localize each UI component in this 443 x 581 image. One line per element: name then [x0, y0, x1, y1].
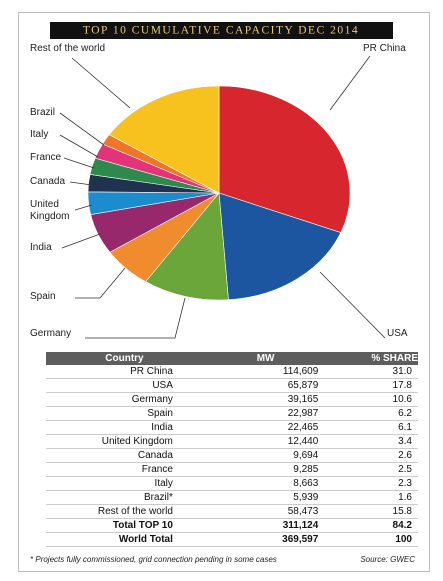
table-cell: 6.1: [318, 420, 418, 435]
table-cell: Spain: [46, 406, 173, 421]
table-row: United Kingdom 12,440 3.4: [46, 434, 418, 449]
header-row: Country MW% SHARE: [46, 352, 418, 365]
source: Source: GWEC: [360, 555, 415, 564]
table-cell: 65,879: [172, 378, 319, 393]
table-cell: 3.4: [318, 434, 418, 449]
table-cell: 9,694: [172, 448, 319, 463]
table-cell: 2.6: [318, 448, 418, 463]
table-cell: World Total: [46, 532, 173, 547]
leader-line: [85, 297, 186, 339]
table-cell: USA: [46, 378, 173, 393]
table-cell: 15.8: [318, 504, 418, 519]
slice-label: Italy: [30, 129, 49, 140]
table-row: Total TOP 10 311,124 84.2: [46, 518, 418, 533]
leader-line: [59, 112, 105, 146]
table-cell: 100: [318, 532, 418, 547]
table-cell: 31.0: [318, 365, 418, 379]
table-cell: 10.6: [318, 392, 418, 407]
slice-label: Rest of the world: [30, 43, 106, 54]
table-row: PR China 114,609 31.0: [46, 365, 418, 379]
table-cell: 8,663: [172, 476, 319, 491]
slice-label: France: [30, 152, 62, 163]
table-cell: 5,939: [172, 490, 319, 505]
table-cell: 9,285: [172, 462, 319, 477]
slice-label: Germany: [30, 328, 72, 339]
table-cell: Germany: [46, 392, 173, 407]
pie-slice: [218, 85, 351, 233]
footnote: * Projects fully commissioned, grid conn…: [30, 555, 277, 564]
table-cell: 1.6: [318, 490, 418, 505]
leader-line: [75, 267, 126, 299]
table-cell: United Kingdom: [46, 434, 173, 449]
slice-label: India: [30, 242, 52, 253]
frame: [18, 12, 430, 572]
slice-label: USA: [387, 328, 408, 339]
table-cell: 84.2: [318, 518, 418, 533]
slice-label: Brazil: [30, 107, 56, 118]
table-cell: 39,165: [172, 392, 319, 407]
leader-line: [69, 181, 93, 186]
table-cell: 12,440: [172, 434, 319, 449]
slice-label: Spain: [30, 291, 56, 302]
table-row: Canada 9,694 2.6: [46, 448, 418, 463]
table-cell: 2.3: [318, 476, 418, 491]
table-cell: Brazil*: [46, 490, 173, 505]
leader-line: [74, 204, 93, 211]
table-cell: 369,597: [172, 532, 319, 547]
header-cell: MW: [172, 352, 319, 365]
table-row: Rest of the world 58,473 15.8: [46, 504, 418, 519]
table-row: Brazil* 5,939 1.6: [46, 490, 418, 505]
leader-line: [319, 271, 386, 339]
leader-line: [329, 55, 371, 111]
pie-slice: [108, 85, 220, 194]
title-bar: [50, 22, 393, 39]
table-cell: Canada: [46, 448, 173, 463]
table-cell: 58,473: [172, 504, 319, 519]
slice-label: PR China: [363, 43, 406, 54]
table-row: Italy 8,663 2.3: [46, 476, 418, 491]
chart: TOP 10 CUMULATIVE CAPACITY DEC 2014: [50, 22, 393, 339]
leader-line: [63, 157, 95, 169]
leader-line: [61, 233, 101, 249]
table-cell: 17.8: [318, 378, 418, 393]
data-table: Country MW% SHARE PR China 114,609 31.0 USA 65…: [46, 352, 418, 547]
table-cell: 6.2: [318, 406, 418, 421]
slice-label: United Kingdom: [30, 199, 70, 222]
table-row: USA 65,879 17.8: [46, 378, 418, 393]
header-cell: Country: [46, 352, 173, 365]
table-cell: 114,609: [172, 365, 319, 379]
table-cell: Rest of the world: [46, 504, 173, 519]
table-cell: PR China: [46, 365, 173, 379]
table-row: India 22,465 6.1: [46, 420, 418, 435]
pie-slice: [145, 192, 229, 301]
table-cell: 22,465: [172, 420, 319, 435]
table-cell: 2.5: [318, 462, 418, 477]
table-row: Germany 39,165 10.6: [46, 392, 418, 407]
table-cell: 22,987: [172, 406, 319, 421]
table-cell: India: [46, 420, 173, 435]
header-cell: % SHARE: [318, 352, 418, 365]
table-cell: 311,124: [172, 518, 319, 533]
chart-title: TOP 10 CUMULATIVE CAPACITY DEC 2014: [83, 25, 359, 37]
leader-line: [71, 57, 131, 109]
table-row: World Total 369,597 100: [46, 532, 418, 547]
table-cell: Total TOP 10: [46, 518, 173, 533]
leader-line: [59, 134, 99, 158]
slice-label: Canada: [30, 176, 66, 187]
table-cell: Italy: [46, 476, 173, 491]
pie-slice: [218, 192, 342, 301]
table-row: Spain 22,987 6.2: [46, 406, 418, 421]
table-row: France 9,285 2.5: [46, 462, 418, 477]
table-cell: France: [46, 462, 173, 477]
